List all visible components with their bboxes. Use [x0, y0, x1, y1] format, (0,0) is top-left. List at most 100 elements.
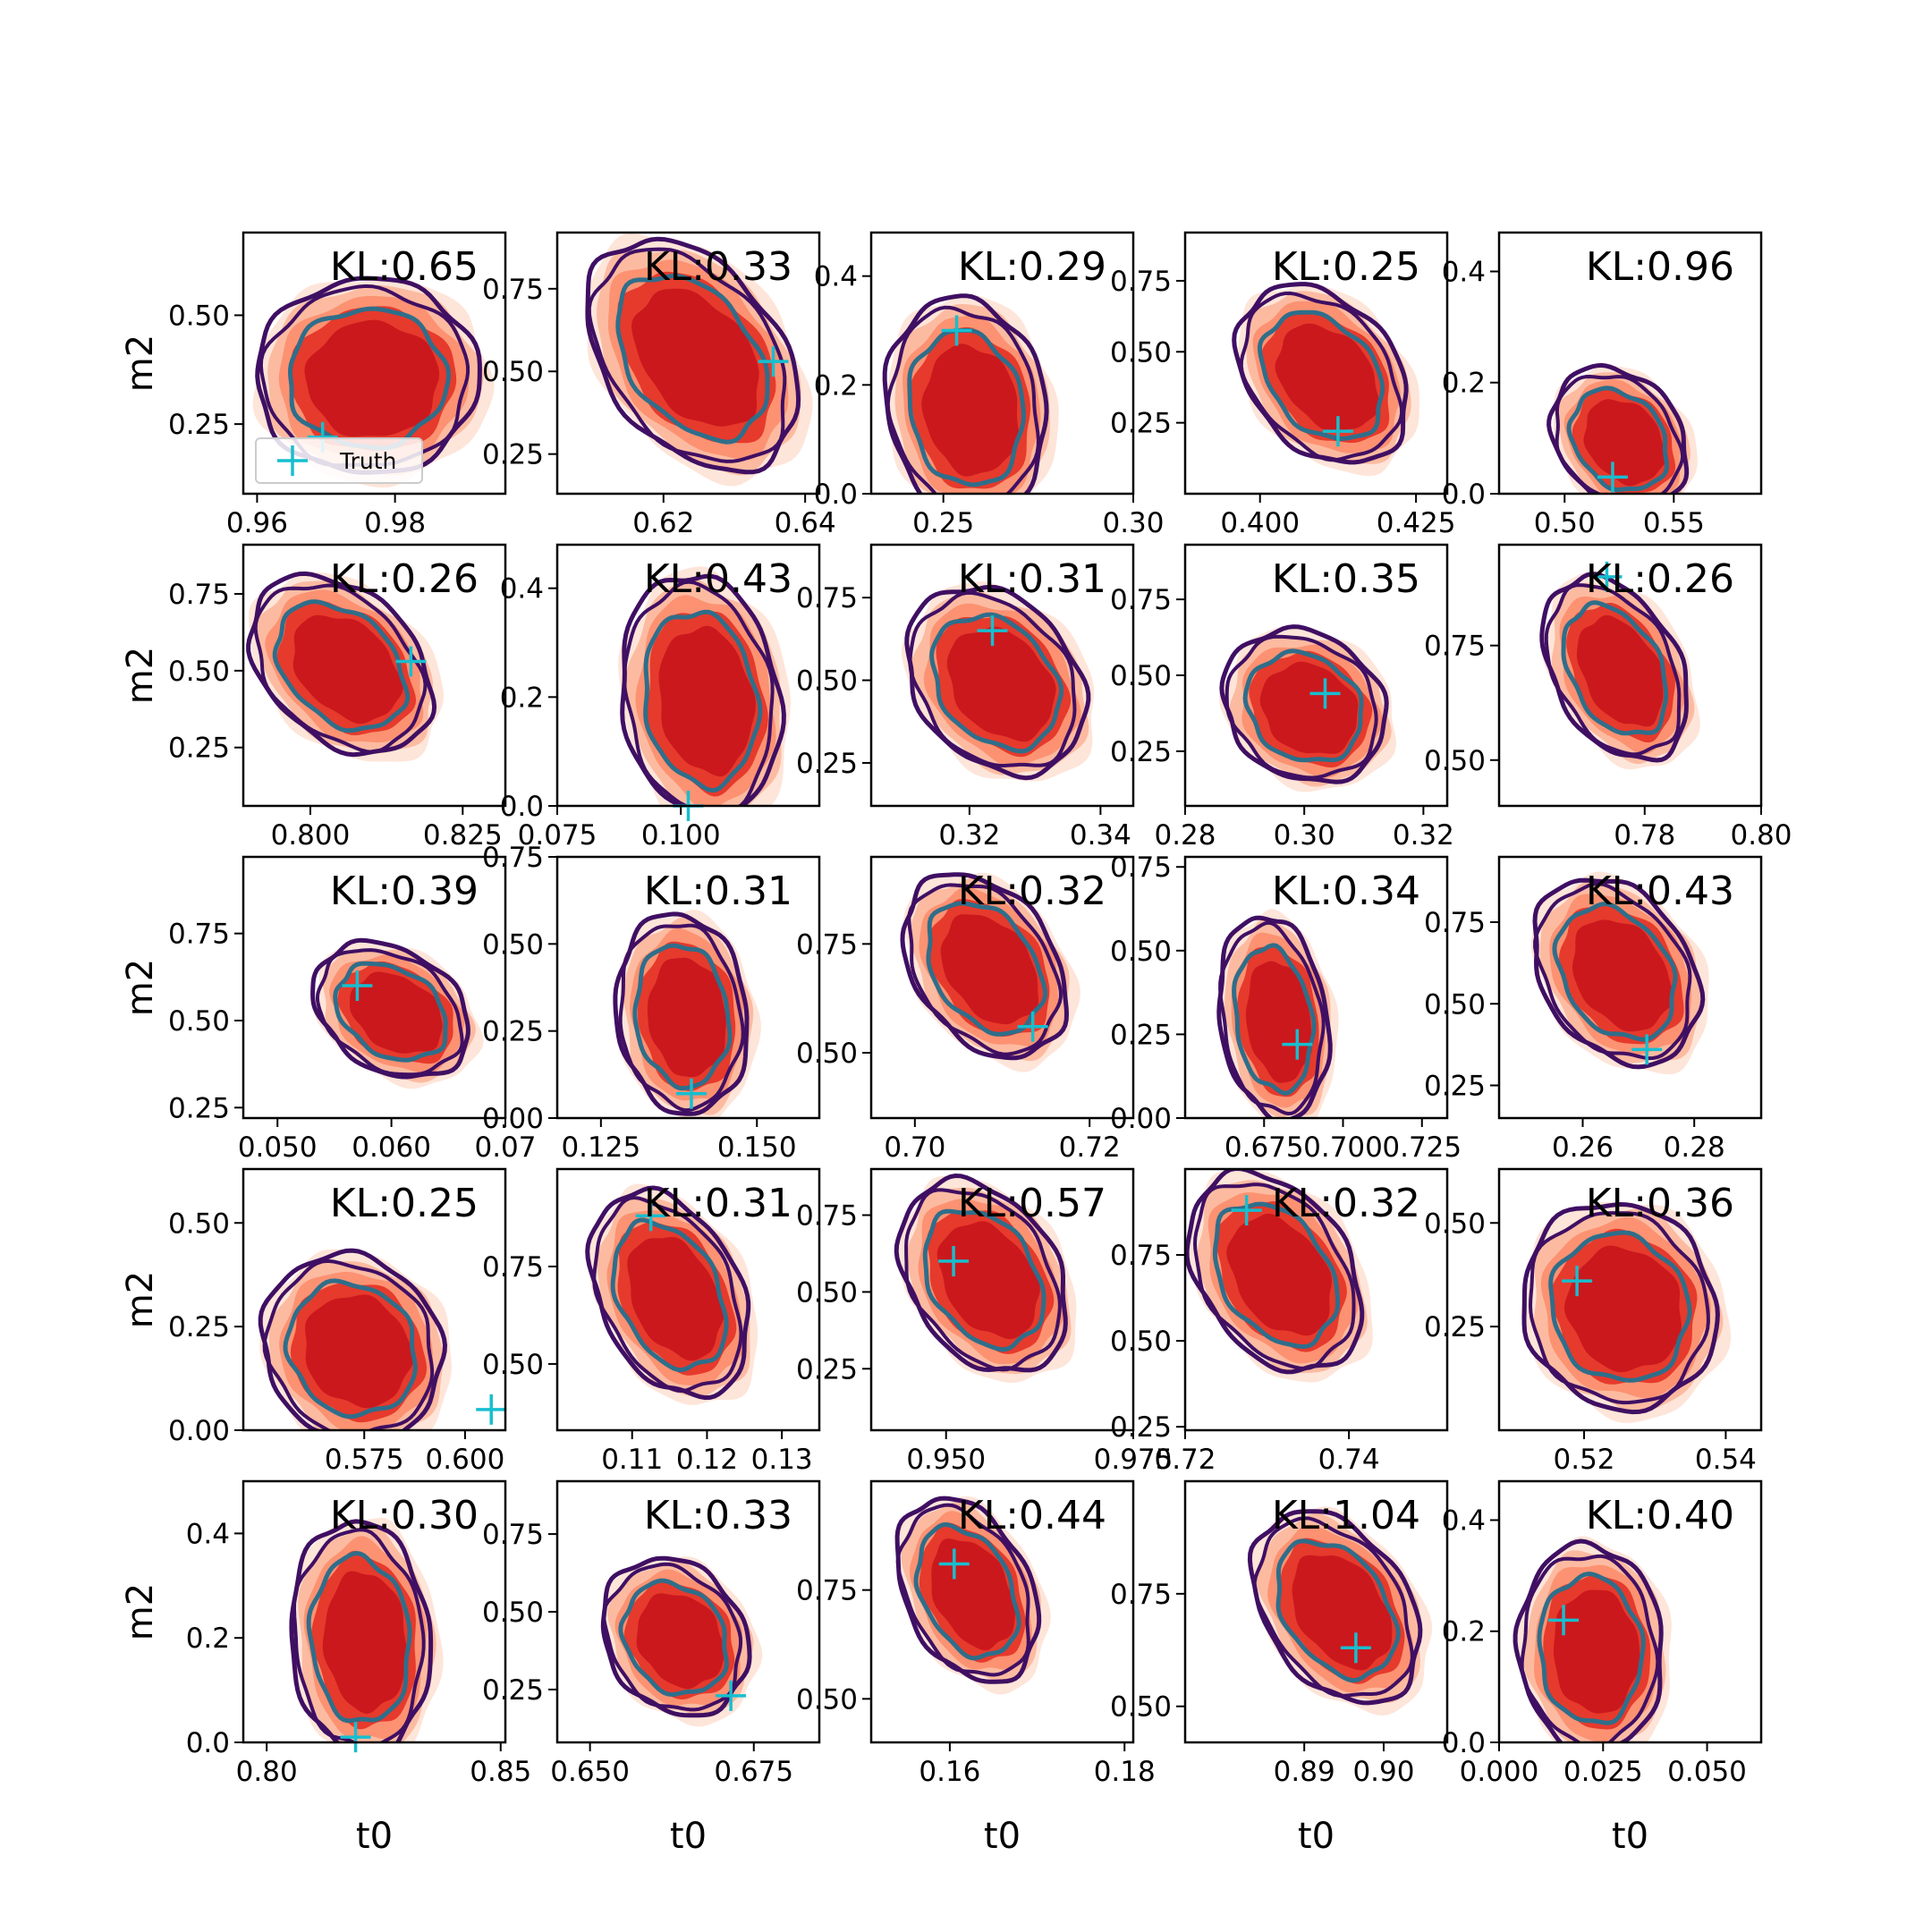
subplot-14: 0.675 0.700 0.725 0.00 0.25 0.50 0.75 KL:0.34	[1110, 852, 1462, 1164]
x-tick-label: 0.18	[1094, 1756, 1156, 1788]
outer-contour-1	[894, 1173, 1068, 1373]
x-tick-label: 0.34	[1070, 819, 1131, 852]
y-tick-label: 0.50	[1424, 745, 1486, 777]
inner-contour	[615, 274, 770, 445]
y-tick-label: 0.75	[1110, 1240, 1172, 1272]
y-tick-label: 0.75	[482, 274, 544, 306]
outer-contour-2	[602, 1562, 743, 1712]
kl-annotation: KL:0.32	[958, 869, 1106, 914]
inner-contour	[306, 1550, 412, 1724]
x-axis-label: t0	[1612, 1816, 1648, 1857]
outer-contour-2	[904, 1188, 1062, 1372]
x-tick-label: 0.675	[1224, 1131, 1304, 1164]
density-layer	[246, 571, 444, 762]
kl-annotation: KL:0.36	[1586, 1181, 1734, 1226]
x-tick-label: 0.52	[1554, 1444, 1615, 1476]
density-layer	[1530, 871, 1709, 1075]
density-fill-level-5	[350, 971, 443, 1054]
inner-contour	[1537, 1572, 1646, 1725]
truth-marker	[340, 1722, 371, 1753]
y-tick-label: 0.25	[1110, 408, 1172, 440]
outer-contour-2	[622, 580, 775, 806]
density-fill-level-5	[636, 1593, 725, 1690]
density-fill-level-5	[322, 1571, 408, 1714]
truth-marker	[1562, 1266, 1593, 1297]
inner-contour	[632, 943, 733, 1091]
x-tick-label: 0.025	[1563, 1756, 1643, 1788]
axes-frame	[242, 1479, 507, 1744]
y-tick-label: 0.75	[1110, 584, 1172, 616]
y-tick-label: 0.25	[1110, 1411, 1172, 1444]
kl-annotation: KL:0.57	[958, 1181, 1106, 1226]
x-tick-label: 0.600	[426, 1444, 505, 1476]
outer-contour-1	[246, 571, 437, 758]
y-tick-label: 0.00	[1110, 1103, 1172, 1135]
density-fill-level-5	[1572, 919, 1674, 1032]
truth-marker	[977, 615, 1008, 647]
y-tick-label: 0.0	[186, 1727, 230, 1759]
x-tick-label: 0.78	[1614, 819, 1675, 852]
y-tick-label: 0.4	[500, 573, 544, 606]
y-tick-label: 0.0	[814, 479, 858, 511]
legend-box	[255, 437, 423, 484]
outer-contour-1	[1546, 362, 1690, 494]
outer-contour-1	[258, 1248, 448, 1430]
kl-annotation: KL:0.33	[644, 1493, 792, 1538]
outer-contour-1	[310, 937, 470, 1080]
axes-frame	[1497, 1167, 1763, 1432]
outer-contour-1	[1513, 1538, 1664, 1742]
inner-contour	[1561, 600, 1669, 736]
subplot-7: 0.075 0.100 0.0 0.2 0.4 KL:0.43	[500, 543, 821, 852]
axes-frame	[242, 1167, 507, 1432]
kl-annotation: KL:0.39	[330, 869, 479, 914]
subplot-1: 0.96 0.98 0.25 0.50 KL:0.65 m2 Truth	[120, 231, 507, 539]
axes-frame	[1183, 231, 1449, 496]
kl-annotation: KL:0.25	[1272, 244, 1420, 290]
kl-annotation: KL:0.26	[1586, 556, 1734, 602]
outer-contour-2	[1252, 1516, 1414, 1698]
y-axis-label: m2	[120, 647, 161, 704]
axes-frame	[555, 543, 821, 808]
outer-contour-1	[882, 293, 1049, 494]
x-tick-label: 0.425	[1377, 507, 1456, 539]
y-tick-label: 0.50	[1110, 336, 1172, 369]
axes-frame	[1183, 1167, 1449, 1432]
axes-frame	[869, 1479, 1135, 1744]
outer-contour-2	[1239, 291, 1404, 462]
x-tick-label: 0.700	[1303, 1131, 1383, 1164]
outer-contour-2	[1192, 1182, 1356, 1371]
x-tick-label: 0.16	[919, 1756, 980, 1788]
truth-marker	[1631, 1034, 1663, 1065]
y-tick-label: 0.75	[796, 582, 858, 614]
truth-marker	[342, 970, 373, 1002]
x-tick-label: 0.96	[226, 507, 288, 539]
subplot-2: 0.62 0.64 0.25 0.50 0.75 KL:0.33	[482, 231, 836, 539]
outer-contour-1	[585, 1185, 751, 1401]
density-layer	[1219, 624, 1396, 792]
axes-frame	[869, 543, 1135, 808]
inner-contour	[333, 961, 448, 1063]
y-tick-label: 0.25	[796, 1353, 858, 1385]
y-tick-label: 0.75	[1110, 266, 1172, 298]
density-layer	[289, 1517, 444, 1742]
x-axis-label: t0	[1298, 1816, 1335, 1857]
x-tick-label: 0.72	[1154, 1444, 1216, 1476]
y-tick-label: 0.25	[482, 439, 544, 471]
y-tick-label: 0.50	[482, 1597, 544, 1629]
x-tick-label: 0.650	[550, 1756, 630, 1788]
density-layer	[882, 293, 1059, 494]
axes-frame	[1183, 1479, 1449, 1744]
y-axis-label: m2	[120, 959, 161, 1016]
truth-marker	[1231, 1195, 1262, 1226]
outer-contour-2	[592, 1195, 743, 1394]
x-tick-label: 0.55	[1643, 507, 1705, 539]
density-layer	[894, 1173, 1077, 1384]
y-tick-label: 0.25	[1110, 1019, 1172, 1051]
x-tick-label: 0.74	[1318, 1444, 1380, 1476]
density-fill-level-5	[627, 1236, 724, 1361]
kl-annotation: KL:0.31	[644, 1181, 792, 1226]
outer-contour-2	[1528, 1211, 1710, 1405]
density-layer	[310, 937, 484, 1089]
density-layer	[900, 872, 1080, 1072]
subplot-11: 0.050 0.060 0.07 0.25 0.50 0.75 KL:0.39 m2	[120, 855, 537, 1164]
